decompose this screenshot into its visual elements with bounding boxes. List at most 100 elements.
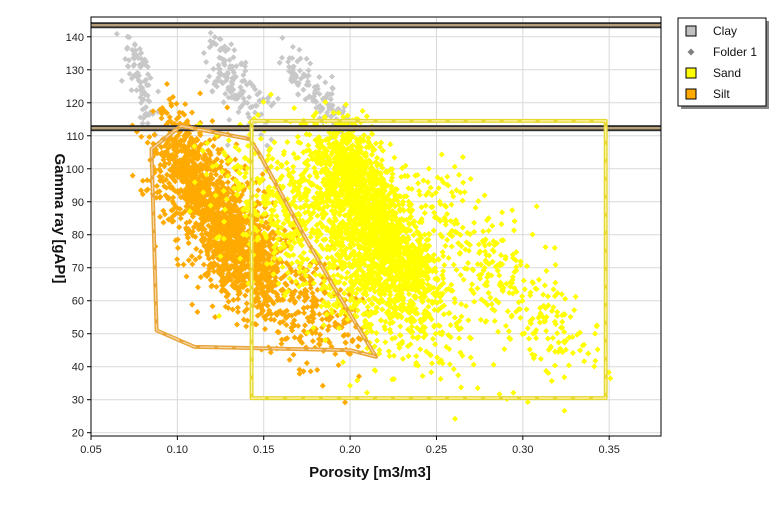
data-point bbox=[201, 271, 208, 278]
data-point bbox=[214, 146, 221, 153]
data-point bbox=[399, 285, 406, 292]
data-point bbox=[256, 98, 263, 105]
data-point bbox=[208, 180, 215, 187]
data-point bbox=[137, 94, 144, 101]
data-point bbox=[344, 112, 351, 119]
data-point bbox=[387, 291, 394, 298]
data-point bbox=[207, 202, 214, 209]
data-point bbox=[317, 331, 324, 338]
data-point bbox=[126, 57, 133, 64]
data-point bbox=[331, 155, 338, 162]
data-point bbox=[203, 78, 210, 85]
data-point bbox=[139, 120, 146, 127]
data-point bbox=[274, 165, 281, 172]
data-point bbox=[314, 366, 321, 373]
data-point bbox=[216, 54, 223, 61]
data-point bbox=[313, 155, 320, 162]
data-point bbox=[334, 250, 341, 257]
data-point bbox=[297, 140, 304, 147]
data-point bbox=[360, 182, 367, 189]
data-point bbox=[267, 349, 274, 356]
data-point bbox=[348, 277, 355, 284]
data-point bbox=[215, 210, 222, 217]
data-point bbox=[392, 203, 399, 210]
data-point bbox=[329, 178, 336, 185]
data-point bbox=[209, 175, 216, 182]
data-point bbox=[216, 313, 223, 320]
data-point bbox=[385, 248, 392, 255]
data-point bbox=[227, 230, 234, 237]
data-point bbox=[365, 138, 372, 145]
data-point bbox=[384, 182, 391, 189]
data-point bbox=[296, 268, 303, 275]
data-point bbox=[386, 295, 393, 302]
data-point bbox=[189, 301, 196, 308]
data-point bbox=[236, 251, 243, 258]
data-point bbox=[235, 169, 242, 176]
data-point bbox=[266, 277, 273, 284]
data-point bbox=[382, 318, 389, 325]
data-point bbox=[205, 255, 212, 262]
data-point bbox=[335, 105, 342, 112]
data-point bbox=[194, 284, 201, 291]
data-point bbox=[405, 326, 412, 333]
data-point bbox=[379, 147, 386, 154]
data-point bbox=[325, 300, 332, 307]
data-point bbox=[377, 144, 384, 151]
plot-area[interactable] bbox=[90, 16, 662, 437]
data-point bbox=[187, 167, 194, 174]
data-point bbox=[347, 244, 354, 251]
data-point bbox=[374, 162, 381, 169]
data-point bbox=[229, 238, 236, 245]
data-point bbox=[280, 151, 287, 158]
data-point bbox=[297, 193, 304, 200]
data-point bbox=[328, 151, 335, 158]
data-point bbox=[365, 219, 372, 226]
data-point bbox=[343, 275, 350, 282]
data-point bbox=[287, 246, 294, 253]
data-point bbox=[236, 231, 243, 238]
data-point bbox=[324, 254, 331, 261]
data-point bbox=[274, 328, 281, 335]
data-point bbox=[437, 375, 444, 382]
data-point bbox=[210, 217, 217, 224]
data-point bbox=[182, 101, 189, 108]
data-point bbox=[379, 306, 386, 313]
data-point bbox=[301, 169, 308, 176]
data-point bbox=[283, 322, 290, 329]
data-point bbox=[203, 59, 210, 66]
data-point bbox=[214, 156, 221, 163]
data-point bbox=[168, 152, 175, 159]
data-point bbox=[144, 92, 151, 99]
data-point bbox=[196, 167, 203, 174]
data-point bbox=[366, 170, 373, 177]
data-point bbox=[256, 243, 263, 250]
data-point bbox=[271, 139, 278, 146]
data-point bbox=[226, 204, 233, 211]
data-point bbox=[366, 187, 373, 194]
data-point bbox=[165, 194, 172, 201]
data-point bbox=[410, 218, 417, 225]
data-point bbox=[316, 145, 323, 152]
data-point bbox=[321, 278, 328, 285]
data-point bbox=[255, 111, 262, 118]
data-point bbox=[166, 184, 173, 191]
data-point bbox=[123, 45, 130, 52]
data-point bbox=[338, 156, 345, 163]
data-point bbox=[295, 322, 302, 329]
data-point bbox=[458, 325, 465, 332]
data-point bbox=[397, 312, 404, 319]
data-point bbox=[206, 150, 213, 157]
data-point bbox=[205, 188, 212, 195]
data-point bbox=[279, 34, 286, 41]
data-point bbox=[217, 36, 224, 43]
data-point bbox=[281, 227, 288, 234]
data-point bbox=[208, 262, 215, 269]
data-point bbox=[209, 303, 216, 310]
data-point bbox=[408, 286, 415, 293]
data-point bbox=[369, 250, 376, 257]
data-point bbox=[274, 159, 281, 166]
data-point bbox=[229, 306, 236, 313]
data-point bbox=[223, 261, 230, 268]
